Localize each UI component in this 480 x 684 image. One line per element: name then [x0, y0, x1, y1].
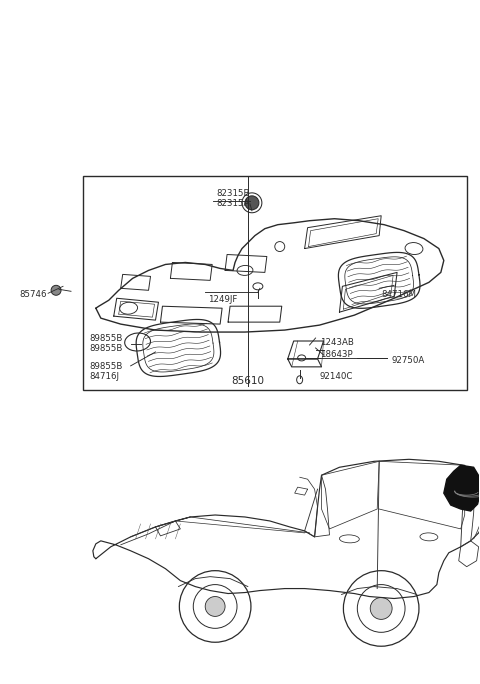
Ellipse shape — [205, 596, 225, 616]
Text: 82315B: 82315B — [216, 189, 250, 198]
Text: 84716J: 84716J — [90, 372, 120, 381]
Text: 85610: 85610 — [231, 376, 264, 386]
Ellipse shape — [51, 285, 61, 295]
Text: 85746: 85746 — [19, 290, 47, 300]
Text: 18643P: 18643P — [320, 350, 352, 359]
Text: 1243AB: 1243AB — [320, 338, 353, 347]
Bar — [83, 176, 467, 390]
Ellipse shape — [370, 598, 392, 620]
Text: 92750A: 92750A — [391, 356, 424, 365]
Text: 82315A: 82315A — [216, 199, 250, 208]
Text: 89855B: 89855B — [90, 362, 123, 371]
Ellipse shape — [245, 196, 259, 210]
Text: 89855B: 89855B — [90, 344, 123, 353]
Text: 1249JF: 1249JF — [208, 295, 238, 304]
Text: 89855B: 89855B — [90, 334, 123, 343]
Text: 84716M: 84716M — [381, 290, 416, 300]
Text: 92140C: 92140C — [320, 372, 353, 381]
Polygon shape — [444, 465, 480, 511]
